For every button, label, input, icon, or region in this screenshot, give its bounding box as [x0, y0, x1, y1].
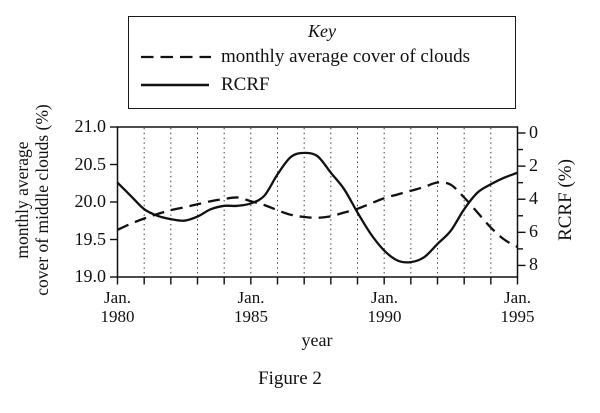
figure-caption: Figure 2: [258, 368, 322, 389]
x-tick-month: Jan.: [371, 288, 398, 307]
left-tick-label: 20.0: [74, 191, 107, 211]
solid-line-sample-icon: [141, 83, 209, 87]
rcrf-curve: [116, 151, 518, 264]
left-axis-ticks: [110, 126, 118, 278]
x-tick-year: 1980: [100, 306, 135, 326]
x-tick-month: Jan.: [237, 288, 265, 307]
legend-title: Key: [308, 21, 336, 41]
dashed-line-sample-icon: [141, 55, 211, 59]
x-tick-label-1990: Jan. 1990: [353, 288, 417, 326]
right-axis-title: RCRF (%): [555, 159, 576, 241]
x-tick-month: Jan.: [104, 288, 131, 307]
x-tick-year: 1990: [367, 306, 402, 326]
right-axis-ticks: [517, 132, 526, 267]
clouds-curve: [117, 181, 519, 249]
right-tick-label: 0: [529, 122, 538, 142]
x-tick-year: 1995: [500, 306, 535, 326]
right-tick-label: 4: [529, 188, 538, 208]
x-tick-month: Jan.: [504, 288, 531, 307]
left-tick-label: 21.0: [74, 116, 107, 136]
legend-label-rcrf: RCRF: [221, 74, 270, 95]
legend-label-clouds: monthly average cover of clouds: [221, 46, 471, 67]
x-axis-ticks: [116, 277, 519, 285]
x-tick-label-1980: Jan. 1980: [86, 288, 150, 326]
right-tick-label: 2: [529, 155, 538, 175]
left-tick-label: 19.5: [74, 228, 107, 249]
year-gridlines: [143, 128, 492, 276]
x-tick-label-1985: Jan. 1985: [219, 288, 283, 326]
x-axis-title: year: [301, 330, 333, 350]
plot-frame: [116, 126, 519, 278]
legend-entry-rcrf: RCRF: [129, 71, 515, 99]
legend-entry-clouds: monthly average cover of clouds: [129, 43, 515, 71]
left-tick-label: 20.5: [74, 153, 107, 174]
legend-box: Key monthly average cover of clouds RCRF: [128, 16, 516, 109]
x-tick-year: 1985: [234, 306, 268, 326]
left-tick-label: 19.0: [74, 266, 107, 286]
x-tick-label-1995: Jan. 1995: [486, 288, 550, 326]
right-tick-label: 6: [529, 221, 538, 241]
right-tick-label: 8: [529, 254, 538, 274]
